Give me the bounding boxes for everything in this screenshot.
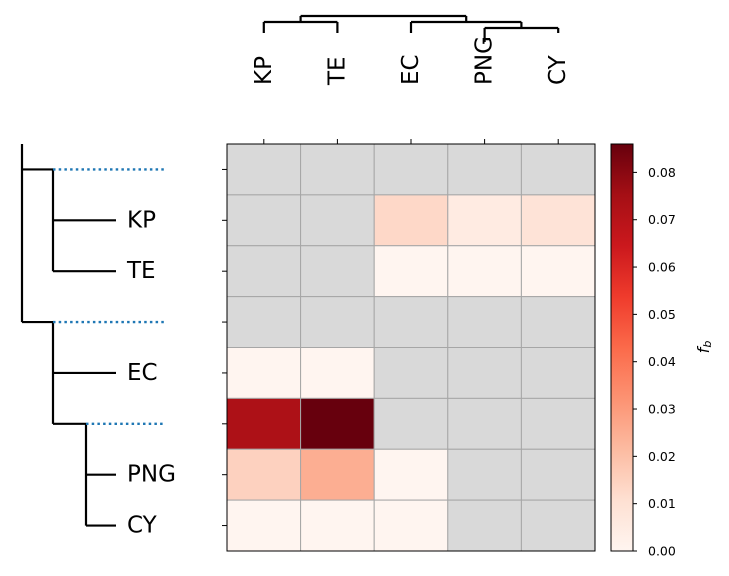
colorbar: 0.00 0.01 0.02 0.03 0.04 0.05 0.06 0.07 0.08 fb	[610, 143, 714, 559]
heatmap-cell-r0-c2	[373, 143, 449, 196]
heatmap-cell-r6-c4	[520, 448, 596, 501]
heatmap-cell-r6-c1	[300, 448, 375, 501]
heatmap-cell-r6-c3	[447, 448, 522, 501]
row-label: CY	[127, 513, 158, 539]
heatmap-cell-r1-c3	[447, 194, 522, 247]
column-label: KP	[251, 56, 277, 85]
row-label: TE	[126, 258, 156, 284]
column-label: PNG	[472, 36, 498, 85]
heatmap-cell-r7-c1	[300, 499, 375, 552]
heatmap-cell-r1-c4	[520, 194, 596, 247]
heatmap-cell-r7-c4	[520, 499, 596, 552]
colorbar-label-sub: b	[701, 341, 714, 348]
colorbar-tick-label: 0.01	[648, 496, 676, 511]
heatmap-cell-r1-c0	[226, 194, 302, 247]
row-label: KP	[127, 207, 156, 233]
heatmap-cell-r4-c0	[226, 347, 302, 399]
colorbar-tick-label: 0.05	[648, 307, 676, 322]
heatmap-axes	[222, 139, 596, 552]
heatmap-cell-r3-c1	[300, 296, 375, 348]
heatmap-cell-r7-c3	[447, 499, 522, 552]
heatmap-cell-r1-c2	[373, 194, 449, 247]
heatmap-cell-r6-c2	[373, 448, 449, 501]
column-dendrogram	[262, 14, 560, 42]
row-label: PNG	[127, 462, 176, 488]
heatmap-cell-r2-c2	[373, 245, 449, 298]
heatmap-cell-r7-c2	[373, 499, 449, 552]
colorbar-tick-label: 0.07	[648, 212, 676, 227]
heatmap-cell-r2-c4	[520, 245, 596, 298]
row-dendrogram	[20, 144, 164, 527]
colorbar-tick-label: 0.03	[648, 402, 676, 417]
heatmap-cell-r0-c4	[520, 143, 596, 196]
heatmap-cell-r2-c0	[226, 245, 302, 298]
heatmap-cell-r7-c0	[226, 499, 302, 552]
column-label: CY	[545, 54, 571, 85]
heatmap-cell-r2-c1	[300, 245, 375, 298]
heatmap-cell-r5-c2	[373, 397, 449, 450]
heatmap-cell-r3-c2	[373, 296, 449, 348]
heatmap-cell-r4-c1	[300, 347, 375, 399]
heatmap-cells	[226, 143, 596, 552]
row-label: EC	[127, 360, 158, 386]
colorbar-tick-label: 0.08	[648, 165, 676, 180]
heatmap-cell-r4-c2	[373, 347, 449, 399]
heatmap-cell-r6-c0	[226, 448, 302, 501]
heatmap-cell-r3-c4	[520, 296, 596, 348]
heatmap-cell-r1-c1	[300, 194, 375, 247]
column-labels: KP TE EC PNG CY	[251, 36, 571, 86]
heatmap-cell-r5-c1	[300, 397, 375, 450]
colorbar-tick-label: 0.02	[648, 449, 676, 464]
heatmap-cell-r0-c3	[447, 143, 522, 196]
heatmap-cell-r5-c3	[447, 397, 522, 450]
colorbar-tick-label: 0.04	[648, 354, 676, 369]
colorbar-label: fb	[694, 341, 714, 354]
heatmap-cell-r3-c3	[447, 296, 522, 348]
colorbar-tick-label: 0.00	[648, 544, 676, 559]
heatmap-cell-r3-c0	[226, 296, 302, 348]
column-label: EC	[398, 54, 424, 85]
row-labels: KP TE EC PNG CY	[126, 207, 176, 538]
heatmap-cell-r2-c3	[447, 245, 522, 298]
colorbar-bar	[610, 143, 634, 552]
heatmap-cell-r4-c3	[447, 347, 522, 399]
heatmap-cell-r4-c4	[520, 347, 596, 399]
heatmap-cell-r5-c4	[520, 397, 596, 450]
column-label: TE	[324, 56, 350, 86]
heatmap-cell-r5-c0	[226, 397, 302, 450]
colorbar-tick-label: 0.06	[648, 260, 676, 275]
heatmap-cell-r0-c0	[226, 143, 302, 196]
heatmap-cell-r0-c1	[300, 143, 375, 196]
colorbar-label-main: f	[694, 345, 713, 353]
